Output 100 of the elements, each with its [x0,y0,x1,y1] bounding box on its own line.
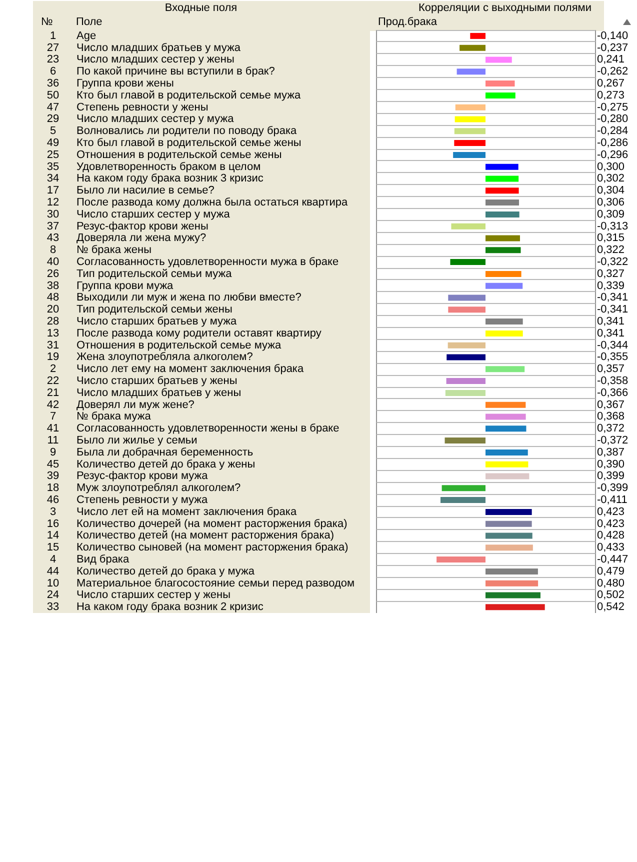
bar [486,604,545,610]
text: 43 [46,232,60,244]
bar [446,378,486,384]
bar [486,235,520,242]
data-label: 0,428 [596,530,624,542]
bar [445,390,486,396]
chart-title: Корреляции с выходными полями [418,2,592,14]
bar [486,188,519,194]
text: 14 [46,530,60,542]
data-label: -0,322 [596,256,628,268]
text: 3 [50,506,56,518]
y-tick-label: После развода кому родители оставят квартиру [76,327,322,340]
bar [486,318,523,325]
text: 45 [46,458,60,470]
bar [486,544,533,551]
y-tick-label: Группа крови мужа [76,280,174,292]
y-tick-label: Муж злоупотреблял алкоголем? [76,482,241,494]
data-label: 0,241 [596,54,624,66]
y-tick-label: Число старших сестер у мужа [76,208,231,220]
text: 16 [46,518,60,530]
data-label: -0,358 [596,375,628,388]
text: 48 [46,292,60,304]
text: № [41,16,54,28]
y-tick-label: Age [76,30,96,42]
data-label: 0,423 [596,518,624,530]
data-label: 0,433 [596,542,624,554]
y-tick-label: Удовлетворенность браком в целом [76,160,261,173]
data-label: -0,313 [596,220,628,232]
y-tick-label: Количество детей до брака у мужа [76,565,256,578]
y-tick-label: Волновались ли родители по поводу брака [76,125,298,138]
data-label: -0,284 [596,125,628,138]
bar [450,259,486,266]
bar [486,426,526,432]
data-label: -0,237 [596,42,628,54]
text: 2 [50,363,56,376]
data-label: -0,341 [596,292,628,304]
y-tick-label: Кто был главой в родительской семье жены [76,137,302,150]
y-tick-label: Количество детей (на момент расторжения брака) [76,530,334,542]
y-tick-label: Резус-фактор крови мужа [76,470,209,482]
y-tick-label: Кто был главой в родительской семье мужа [76,89,302,102]
text: 30 [46,208,60,220]
y-tick-label: Тип родительской семьи жены [76,304,232,316]
bar [486,176,519,182]
y-tick-label: Резус-фактор крови жены [76,220,208,232]
bar [486,366,525,372]
bar [454,128,486,134]
data-label: 0,357 [596,363,624,376]
data-label: 0,341 [596,327,624,340]
bar [486,92,516,98]
text: 20 [46,304,60,316]
y-tick-label: Вид брака [76,554,130,566]
data-label: -0,399 [596,482,628,494]
y-tick-label: № брака мужа [76,410,152,423]
y-tick-label: Число старших братьев у жены [76,375,238,388]
text: 36 [46,78,60,90]
text: 46 [46,494,60,506]
data-label: 0,423 [596,506,624,518]
text: 44 [46,565,60,578]
data-label: 0,302 [596,172,624,185]
bar [486,200,520,206]
y-tick-label: Число младших сестер у мужа [76,113,235,126]
y-tick-label: Было ли жилье у семьи [76,434,198,447]
data-label: 0,339 [596,280,624,292]
bar [436,556,486,563]
data-label: -0,355 [596,351,628,364]
y-tick-label: Было ли насилие в семье? [76,184,214,197]
y-tick-label: Число младших братьев у жены [76,386,242,399]
text: 31 [46,339,60,352]
y-tick-label: Число младших сестер у жены [76,54,234,66]
y-tick-label: По какой причине вы вступили в брак? [76,66,275,78]
bar [470,32,486,39]
y-tick-label: Отношения в родительской семье жены [76,148,282,161]
text: 40 [46,256,60,268]
bar [448,342,486,348]
y-tick-label: Была ли добрачная беременность [76,446,254,458]
text: 39 [46,470,60,482]
bar [486,414,526,420]
bar [486,592,540,598]
text: 4 [50,554,56,566]
text: 26 [46,268,60,280]
bar [454,116,486,122]
text: 10 [46,577,60,590]
y-tick-label: Количество сыновей (на момент расторжения брака) [76,542,348,554]
data-label: -0,366 [596,386,628,399]
data-label: 0,341 [596,316,624,328]
text: 6 [50,66,56,78]
text: 38 [46,280,60,292]
text: 24 [46,589,60,602]
data-label: 0,309 [596,208,624,220]
y-tick-label: Отношения в родительской семье мужа [76,339,282,352]
data-label: 0,267 [596,78,624,90]
text: 8 [50,244,56,256]
text: 9 [50,446,56,458]
bar [486,164,518,170]
bar [486,449,528,456]
data-label: -0,447 [596,554,628,566]
text: 13 [46,327,60,340]
y-tick-label: После развода кому должна была остаться квартира [76,196,349,209]
bar [486,473,530,480]
text: 37 [46,220,60,232]
